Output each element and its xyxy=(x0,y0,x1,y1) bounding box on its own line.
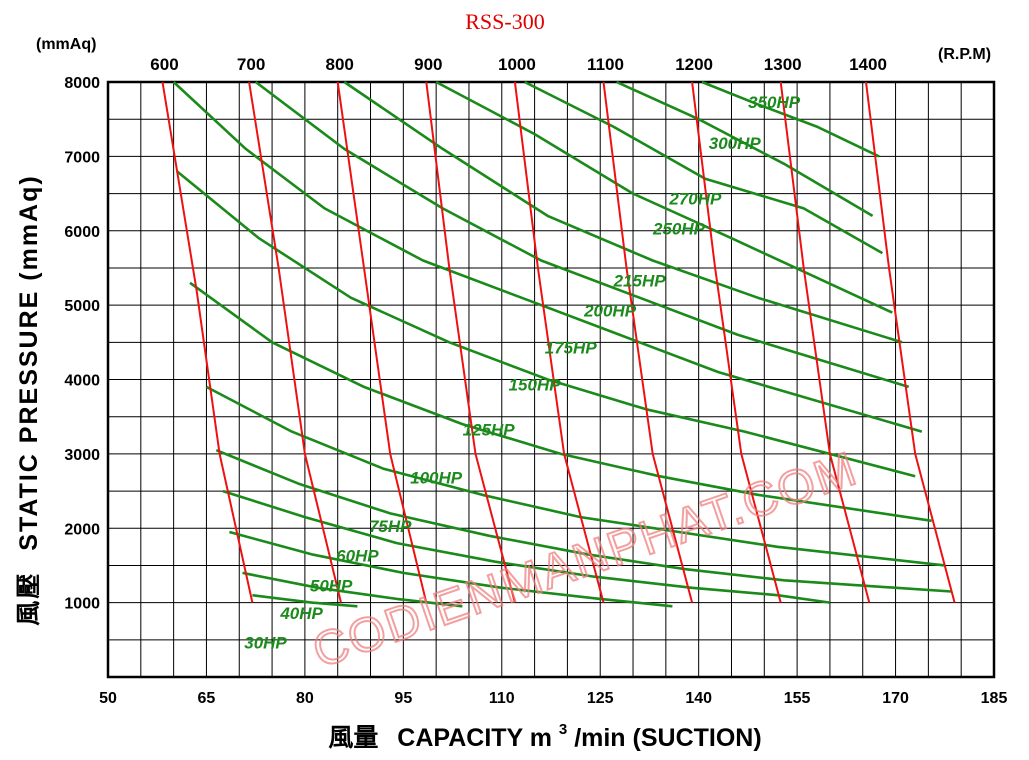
y-axis-label-prefix: 風壓 xyxy=(15,572,43,626)
hp-label-75hp: 75HP xyxy=(369,517,412,536)
rpm-label-1100: 1100 xyxy=(587,55,624,74)
hp-curve-350hp xyxy=(701,80,880,158)
rpm-curve-1400 xyxy=(865,81,956,603)
hp-curve-40hp xyxy=(242,571,463,608)
chart-title: RSS-300 xyxy=(465,9,544,34)
x-axis-label: 風量 CAPACITY m 3 /min (SUCTION) xyxy=(328,712,761,752)
rpm-curve-800 xyxy=(336,81,428,603)
x-tick-label: 65 xyxy=(198,690,216,707)
hp-curve-30hp xyxy=(252,593,358,608)
x-tick-label: 185 xyxy=(981,690,1008,707)
hp-label-250hp: 250HP xyxy=(652,219,706,238)
x-axis-label-sup: 3 xyxy=(559,721,567,738)
hp-label-100hp: 100HP xyxy=(410,469,463,488)
rpm-curve-600 xyxy=(161,81,254,603)
hp-curve-200hp xyxy=(254,80,910,389)
axis-ticks: 50 65 80 95 110 125 140 155 170 185 1000 2000 3000 40… xyxy=(64,75,1007,707)
x-tick-label: 155 xyxy=(784,690,811,707)
hp-label-60hp: 60HP xyxy=(336,547,379,566)
rpm-curve-1200 xyxy=(691,81,782,603)
hp-label-40hp: 40HP xyxy=(279,604,323,623)
y-tick-label: 7000 xyxy=(64,149,100,166)
watermark: CODIENMANPHAT.COM xyxy=(306,442,864,678)
rpm-curve-700 xyxy=(248,81,342,603)
y-tick-label: 2000 xyxy=(64,521,100,538)
hp-label-215hp: 215HP xyxy=(613,272,667,291)
plot-frame xyxy=(106,80,996,679)
rpm-curve-1000 xyxy=(513,81,605,603)
hp-curves xyxy=(172,80,952,608)
rpm-curve-900 xyxy=(425,81,516,603)
hp-label-125hp: 125HP xyxy=(463,420,516,439)
rpm-curve-1100 xyxy=(602,81,694,603)
hp-curve-50hp xyxy=(229,530,673,608)
hp-label-350hp: 350HP xyxy=(748,93,801,112)
rpm-label-1200: 1200 xyxy=(675,55,713,74)
y-tick-label: 3000 xyxy=(64,447,100,464)
y-tick-label: 6000 xyxy=(64,224,100,241)
hp-curve-250hp xyxy=(435,80,893,314)
rpm-curve-1300 xyxy=(779,81,871,603)
hp-curve-215hp xyxy=(343,80,903,344)
x-axis-label-suffix: /min (SUCTION) xyxy=(574,724,762,752)
rpm-top-labels: 600 700 800 900 1000 1100 1200 1300 1400 xyxy=(150,55,887,74)
x-tick-label: 125 xyxy=(587,690,614,707)
rpm-label-900: 900 xyxy=(414,55,442,74)
hp-curve-150hp xyxy=(176,170,916,478)
x-tick-label: 170 xyxy=(882,690,909,707)
hp-label-300hp: 300HP xyxy=(709,134,762,153)
hp-label-50hp: 50HP xyxy=(310,576,353,595)
hp-label-200hp: 200HP xyxy=(583,301,637,320)
x-tick-label: 140 xyxy=(685,690,712,707)
hp-curve-175hp xyxy=(172,81,923,433)
y-tick-label: 4000 xyxy=(64,373,100,390)
hp-label-30hp: 30HP xyxy=(244,634,287,653)
rpm-label-1400: 1400 xyxy=(849,55,887,74)
hp-label-270hp: 270HP xyxy=(668,190,722,209)
hp-curve-100hp xyxy=(205,385,945,567)
x-tick-label: 110 xyxy=(489,690,515,707)
rpm-label-1000: 1000 xyxy=(498,55,536,74)
x-axis-label-prefix: 風量 xyxy=(328,724,378,752)
rpm-label-800: 800 xyxy=(326,55,354,74)
hp-labels: 350HP 300HP 270HP 250HP 215HP 200HP 175HP 150HP… xyxy=(244,93,801,653)
x-tick-label: 80 xyxy=(296,690,314,707)
rpm-curves xyxy=(161,81,956,603)
y-tick-label: 1000 xyxy=(64,596,100,613)
hp-curve-300hp xyxy=(616,80,874,218)
y-tick-label: 8000 xyxy=(64,75,100,92)
rpm-label-600: 600 xyxy=(150,55,178,74)
y-tick-label: 5000 xyxy=(64,298,100,315)
x-tick-label: 95 xyxy=(394,690,412,707)
rpm-label-700: 700 xyxy=(237,55,265,74)
hp-label-175hp: 175HP xyxy=(545,338,598,357)
hp-curve-270hp xyxy=(524,80,884,255)
rpm-unit-label: (R.P.M) xyxy=(938,46,991,63)
y-unit-label: (mmAq) xyxy=(36,36,96,53)
hp-label-150hp: 150HP xyxy=(509,376,562,395)
hp-curve-60hp xyxy=(222,489,831,604)
hp-curve-125hp xyxy=(189,281,932,523)
x-axis-label-main: CAPACITY m xyxy=(397,724,552,752)
y-axis-label: 風壓 STATIC PRESSURE (mmAq) xyxy=(15,174,43,625)
x-tick-label: 50 xyxy=(99,690,117,707)
y-axis-label-main: STATIC PRESSURE (mmAq) xyxy=(15,174,43,550)
rpm-label-1300: 1300 xyxy=(764,55,802,74)
